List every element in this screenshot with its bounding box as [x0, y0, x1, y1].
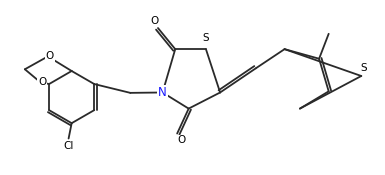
Text: O: O [38, 77, 46, 87]
Text: O: O [150, 16, 158, 26]
Text: S: S [360, 62, 367, 73]
Text: O: O [46, 51, 54, 61]
Text: Cl: Cl [64, 141, 74, 151]
Text: S: S [203, 33, 209, 43]
Text: N: N [158, 86, 167, 99]
Text: O: O [177, 135, 186, 145]
